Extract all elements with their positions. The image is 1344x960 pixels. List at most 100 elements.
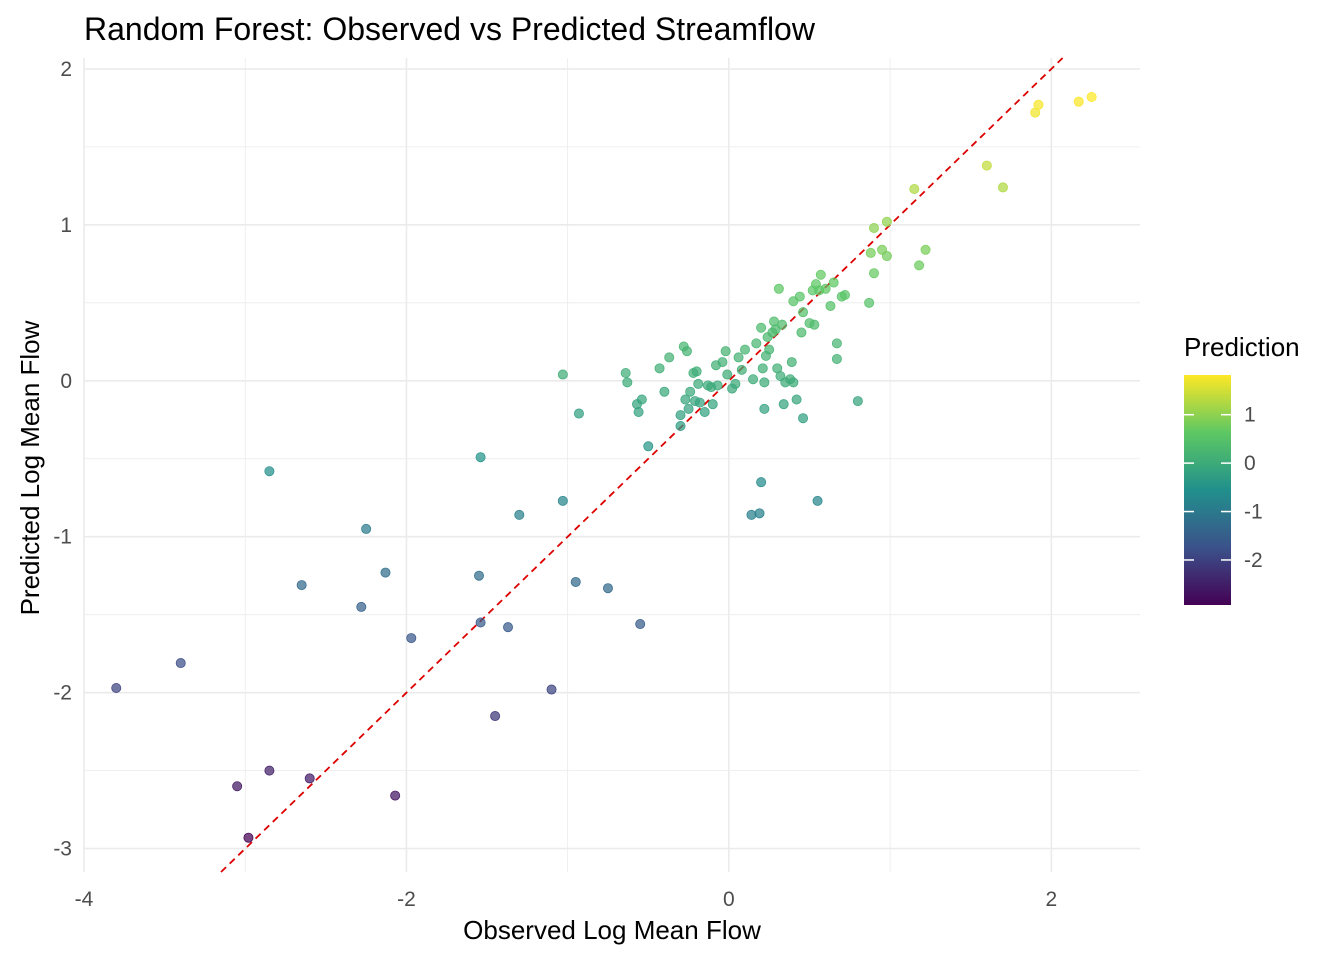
data-point [733, 352, 744, 363]
data-point [664, 352, 675, 363]
data-point [791, 394, 802, 405]
data-point [264, 765, 275, 776]
data-point [914, 260, 925, 271]
data-point [1073, 96, 1084, 107]
chart-title: Random Forest: Observed vs Predicted Str… [84, 11, 816, 47]
x-axis-ticks: -4 -2 0 2 [75, 888, 1058, 911]
data-point [380, 567, 391, 578]
data-point [602, 583, 613, 594]
data-point [773, 283, 784, 294]
data-point [717, 357, 728, 368]
data-point [712, 380, 723, 391]
data-point [693, 378, 704, 389]
data-point [680, 394, 691, 405]
data-point [636, 394, 647, 405]
data-point [691, 366, 702, 377]
data-point [475, 617, 486, 628]
y-tick-label: 0 [60, 370, 72, 393]
data-point [730, 378, 741, 389]
data-point [831, 353, 842, 364]
legend: Prediction 1 0 -1 -2 [1184, 332, 1300, 605]
data-point [828, 277, 839, 288]
colorbar-ticks: 1 0 -1 -2 [1184, 404, 1263, 572]
data-point [356, 601, 367, 612]
y-tick-label: -3 [53, 838, 72, 861]
data-point [756, 477, 767, 488]
data-point [557, 369, 568, 380]
data-point [475, 452, 486, 463]
data-point [997, 182, 1008, 193]
data-point [757, 363, 768, 374]
data-point [820, 283, 831, 294]
data-point [865, 247, 876, 258]
data-point [546, 684, 557, 695]
data-point [473, 570, 484, 581]
data-points [111, 91, 1097, 843]
data-point [490, 711, 501, 722]
data-point [794, 291, 805, 302]
data-point [759, 377, 770, 388]
data-point [722, 369, 733, 380]
data-point [740, 344, 751, 355]
data-point [825, 300, 836, 311]
data-point [406, 633, 417, 644]
data-point [754, 508, 765, 519]
reference-line-group [220, 57, 1064, 873]
data-point [675, 410, 686, 421]
colorbar-tick-label: 0 [1244, 452, 1256, 475]
data-point [111, 682, 122, 693]
data-point [264, 466, 275, 477]
x-tick-label: 0 [723, 888, 735, 911]
data-point [675, 421, 686, 432]
x-tick-label: -2 [397, 888, 416, 911]
data-point [503, 622, 514, 633]
data-point [635, 619, 646, 630]
x-axis-title: Observed Log Mean Flow [463, 915, 761, 945]
data-point [798, 413, 809, 424]
data-point [981, 160, 992, 171]
grid [83, 58, 1140, 872]
data-point [812, 495, 823, 506]
data-point [707, 399, 718, 410]
data-point [720, 346, 731, 357]
data-point [296, 580, 307, 591]
data-point [764, 344, 775, 355]
colorbar-tick-label: -1 [1244, 501, 1263, 524]
data-point [751, 338, 762, 349]
data-point [831, 338, 842, 349]
y-tick-label: -2 [53, 682, 72, 705]
data-point [815, 269, 826, 280]
data-point [573, 408, 584, 419]
data-point [809, 319, 820, 330]
y-axis-ticks: -3 -2 -1 0 1 2 [53, 58, 72, 861]
x-tick-label: -4 [75, 888, 94, 911]
colorbar-tick-label: -2 [1244, 549, 1263, 572]
data-point [685, 386, 696, 397]
data-point [1086, 91, 1097, 102]
colorbar [1184, 375, 1231, 605]
data-point [868, 268, 879, 279]
y-tick-label: -1 [53, 526, 72, 549]
data-point [777, 319, 788, 330]
data-point [654, 363, 665, 374]
data-point [557, 495, 568, 506]
data-point [778, 399, 789, 410]
data-point [736, 364, 747, 375]
data-point [759, 403, 770, 414]
colorbar-tick-label: 1 [1244, 404, 1256, 427]
data-point [699, 406, 710, 417]
x-tick-label: 2 [1045, 888, 1057, 911]
data-point [694, 397, 705, 408]
data-point [881, 216, 892, 227]
data-point [175, 658, 186, 669]
data-point [788, 377, 799, 388]
data-point [748, 374, 759, 385]
data-point [681, 346, 692, 357]
data-point [1033, 99, 1044, 110]
data-point [243, 832, 254, 843]
data-point [852, 396, 863, 407]
data-point [232, 781, 243, 792]
data-point [304, 773, 315, 784]
data-point [839, 290, 850, 301]
